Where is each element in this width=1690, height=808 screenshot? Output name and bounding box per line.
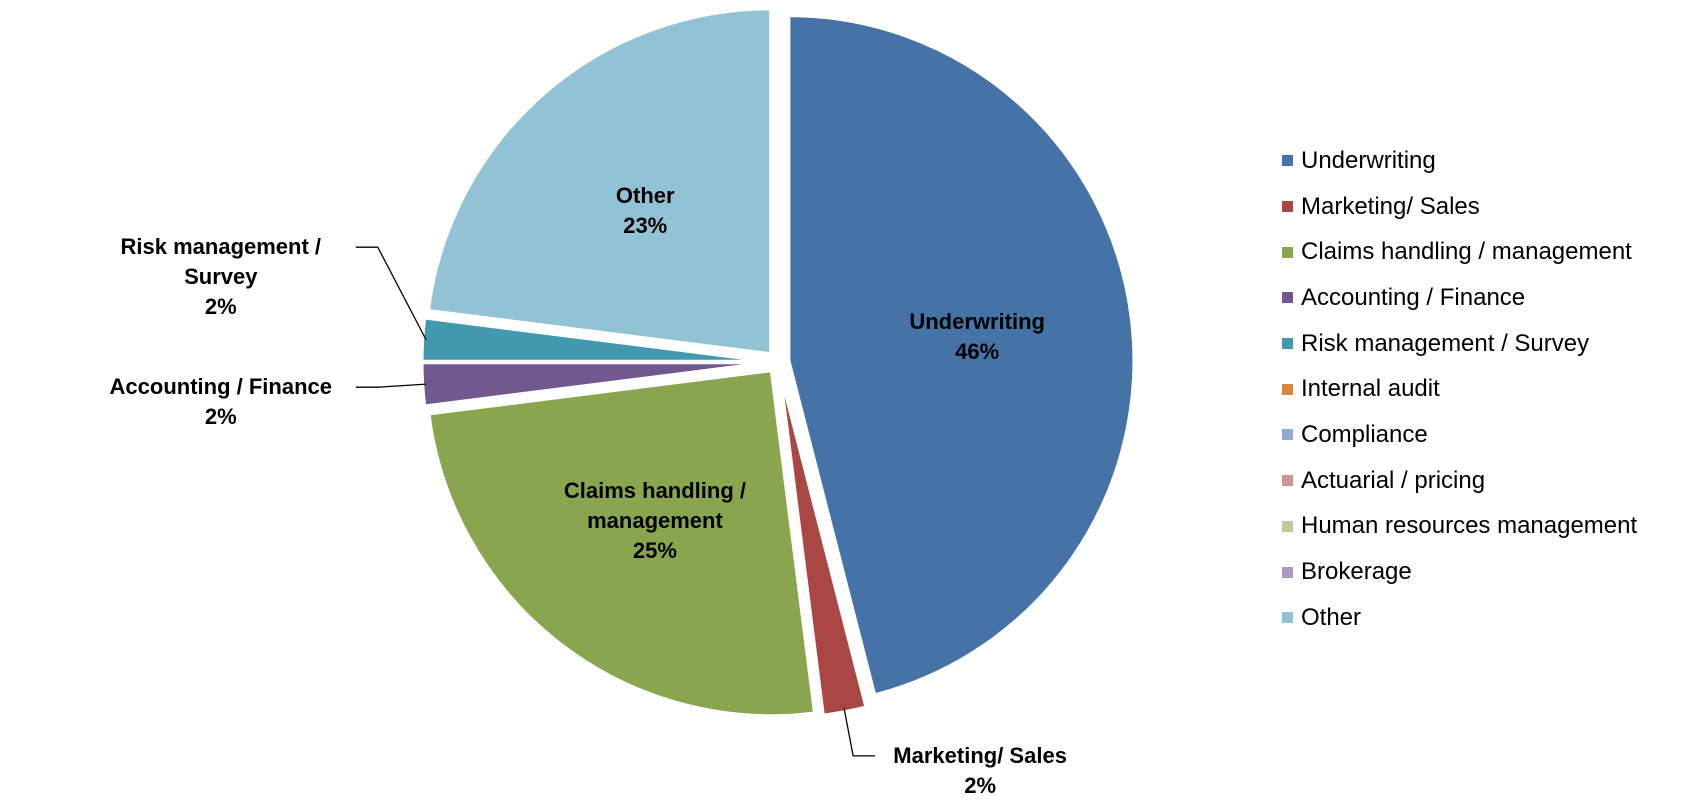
leader-line xyxy=(355,383,427,388)
legend-label: Risk management / Survey xyxy=(1301,329,1590,357)
label-value: 25% xyxy=(632,537,677,563)
data-label: Accounting / Finance 2% xyxy=(86,372,356,432)
legend: Underwriting Marketing/ Sales Claims handl… xyxy=(1282,138,1637,641)
legend-swatch xyxy=(1282,520,1293,532)
label-category: Underwriting xyxy=(909,308,1045,334)
data-label: Risk management / Survey 2% xyxy=(86,232,356,322)
legend-swatch xyxy=(1282,292,1293,304)
pie-slice xyxy=(427,369,817,718)
legend-swatch xyxy=(1282,429,1293,441)
legend-item: Claims handling / management xyxy=(1282,229,1637,275)
data-label: Marketing/ Sales 2% xyxy=(845,741,1115,801)
legend-label: Underwriting xyxy=(1301,146,1436,174)
legend-label: Marketing/ Sales xyxy=(1301,192,1480,220)
label-category: Accounting / Finance xyxy=(109,374,333,400)
legend-item: Risk management / Survey xyxy=(1282,321,1637,367)
data-label: Other 23% xyxy=(505,181,785,241)
label-category: Marketing/ Sales xyxy=(893,742,1067,768)
label-value: 2% xyxy=(964,772,997,798)
legend-swatch xyxy=(1282,475,1293,487)
legend-label: Other xyxy=(1301,603,1362,631)
legend-item: Internal audit xyxy=(1282,366,1637,412)
legend-item: Underwriting xyxy=(1282,138,1637,184)
data-label: Underwriting 46% xyxy=(837,307,1117,367)
legend-label: Human resources management xyxy=(1301,512,1638,540)
legend-swatch xyxy=(1282,383,1293,395)
label-value: 46% xyxy=(955,338,1000,364)
legend-label: Compliance xyxy=(1301,420,1428,448)
legend-swatch xyxy=(1282,246,1293,258)
legend-label: Claims handling / management xyxy=(1301,238,1632,266)
legend-swatch xyxy=(1282,566,1293,578)
label-category: Other xyxy=(615,183,675,209)
pie-slice xyxy=(420,316,768,363)
legend-item: Brokerage xyxy=(1282,549,1637,595)
label-value: 23% xyxy=(623,213,668,239)
legend-item: Compliance xyxy=(1282,412,1637,458)
label-category: Claims handling / management xyxy=(563,477,747,533)
leader-line xyxy=(843,708,876,757)
legend-swatch xyxy=(1282,338,1293,350)
leader-line xyxy=(355,246,427,341)
legend-item: Actuarial / pricing xyxy=(1282,458,1637,504)
legend-item: Accounting / Finance xyxy=(1282,275,1637,321)
label-value: 2% xyxy=(204,294,237,320)
legend-item: Human resources management xyxy=(1282,504,1637,550)
legend-label: Internal audit xyxy=(1301,375,1440,403)
legend-label: Actuarial / pricing xyxy=(1301,466,1486,494)
pie-slice xyxy=(426,7,773,356)
legend-item: Other xyxy=(1282,595,1637,641)
legend-swatch xyxy=(1282,201,1293,213)
legend-item: Marketing/ Sales xyxy=(1282,184,1637,230)
legend-swatch xyxy=(1282,612,1293,624)
pie-slice xyxy=(787,14,1136,697)
legend-label: Accounting / Finance xyxy=(1301,283,1526,311)
label-value: 2% xyxy=(204,404,237,430)
data-label: Claims handling / management 25% xyxy=(515,476,795,566)
legend-swatch xyxy=(1282,155,1293,167)
label-category: Risk management / Survey xyxy=(120,234,322,290)
legend-label: Brokerage xyxy=(1301,558,1412,586)
